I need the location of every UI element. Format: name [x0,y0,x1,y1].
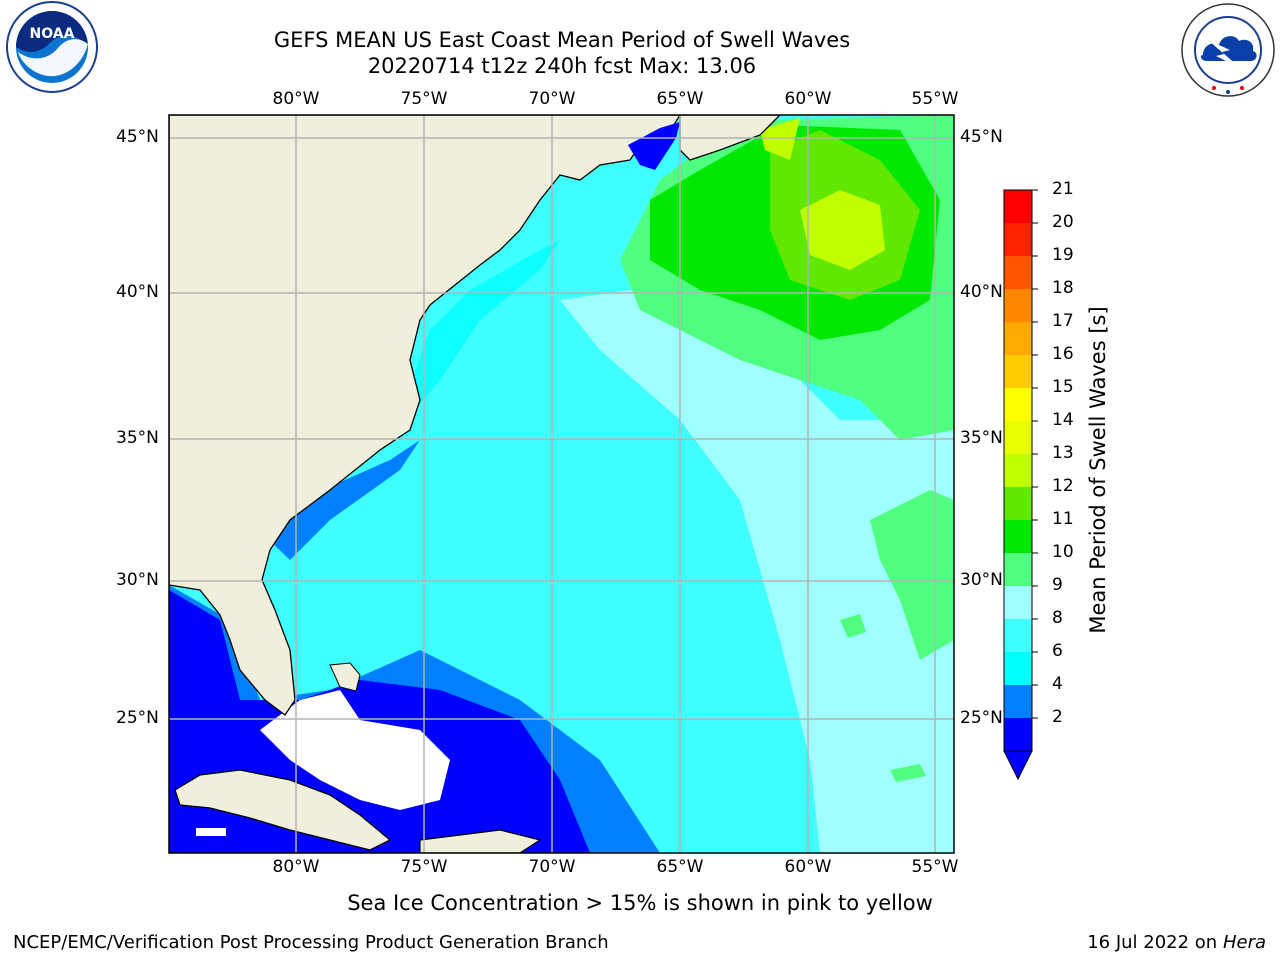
colorbar-tick-label: 11 [1052,509,1074,529]
left-lat-label: 25°N [116,708,159,728]
colorbar-band [1004,553,1032,586]
colorbar-tick-label: 2 [1052,707,1063,727]
footer-date: 16 Jul 2022 on Hera [1087,932,1266,953]
colorbar-tick-label: 17 [1052,311,1074,331]
colorbar-band [1004,520,1032,553]
nws-logo [1181,3,1275,97]
colorbar-band [1004,322,1032,355]
colorbar-tick-label: 14 [1052,410,1074,430]
colorbar-tick-label: 9 [1052,575,1063,595]
swell-region-8-9s [560,280,954,853]
colorbar-band [1004,487,1032,520]
left-lat-label: 35°N [116,428,159,448]
colorbar-band [1004,256,1032,289]
map-frame [168,114,955,854]
bottom-lon-label: 75°W [400,857,448,877]
colorbar-tick-label: 15 [1052,377,1074,397]
left-lat-label: 40°N [116,282,159,302]
colorbar-band [1004,619,1032,652]
bottom-lon-label: 65°W [656,857,704,877]
bottom-lon-label: 70°W [528,857,576,877]
top-lon-label: 80°W [272,89,320,109]
swell-region-12-13s [800,190,885,270]
right-lat-label: 45°N [960,127,1003,147]
colorbar-tick-label: 21 [1052,179,1074,199]
right-lat-label: 40°N [960,282,1003,302]
right-lat-label: 35°N [960,428,1003,448]
footer-system: Hera [1222,932,1266,953]
top-lon-label: 55°W [911,89,959,109]
colorbar-band [1004,289,1032,322]
colorbar-band [1004,652,1032,685]
colorbar-band [1004,586,1032,619]
right-lat-label: 25°N [960,708,1003,728]
lat-lon-grid [169,115,954,853]
footer-branch: NCEP/EMC/Verification Post Processing Pr… [13,932,609,953]
right-lat-label: 30°N [960,570,1003,590]
colorbar-tick-label: 16 [1052,344,1074,364]
left-lat-label: 45°N [116,127,159,147]
colorbar-tick-label: 8 [1052,608,1063,628]
colorbar-band [1004,685,1032,718]
top-lon-label: 75°W [400,89,448,109]
top-lon-label: 65°W [656,89,704,109]
noaa-logo-text: NOAA [30,26,75,42]
map-subtitle: 20220714 t12z 240h fcst Max: 13.06 [367,54,757,78]
colorbar-label: Mean Period of Swell Waves [s] [1086,306,1110,634]
colorbar-band [1004,223,1032,256]
colorbar-tick-label: 6 [1052,641,1063,661]
sea-ice-note: Sea Ice Concentration > 15% is shown in … [347,891,933,915]
colorbar-tick-label: 10 [1052,542,1074,562]
bottom-lon-label: 55°W [911,857,959,877]
hispaniola-land [419,829,542,853]
bottom-lon-label: 60°W [784,857,832,877]
colorbar-band [1004,718,1032,751]
colorbar-band [1004,355,1032,388]
colorbar-tick-label: 12 [1052,476,1074,496]
colorbar [1003,189,1038,781]
colorbar-band [1004,388,1032,421]
colorbar-tick-label: 13 [1052,443,1074,463]
bottom-lon-label: 80°W [272,857,320,877]
colorbar-band [1004,454,1032,487]
colorbar-frame [1003,189,1033,752]
map-title: GEFS MEAN US East Coast Mean Period of S… [273,28,851,52]
colorbar-tick-label: 19 [1052,245,1074,265]
colorbar-tick-label: 18 [1052,278,1074,298]
left-lat-label: 30°N [116,570,159,590]
no-data-bahamas [260,690,450,810]
colorbar-band [1004,421,1032,454]
colorbar-tick-label: 4 [1052,674,1063,694]
colorbar-band [1004,190,1032,223]
noaa-logo: NOAA [6,1,98,93]
top-lon-label: 60°W [784,89,832,109]
cuba-land [174,769,392,851]
colorbar-tick-label: 20 [1052,212,1074,232]
colorbar-under-arrow [1003,750,1033,781]
top-lon-label: 70°W [528,89,576,109]
